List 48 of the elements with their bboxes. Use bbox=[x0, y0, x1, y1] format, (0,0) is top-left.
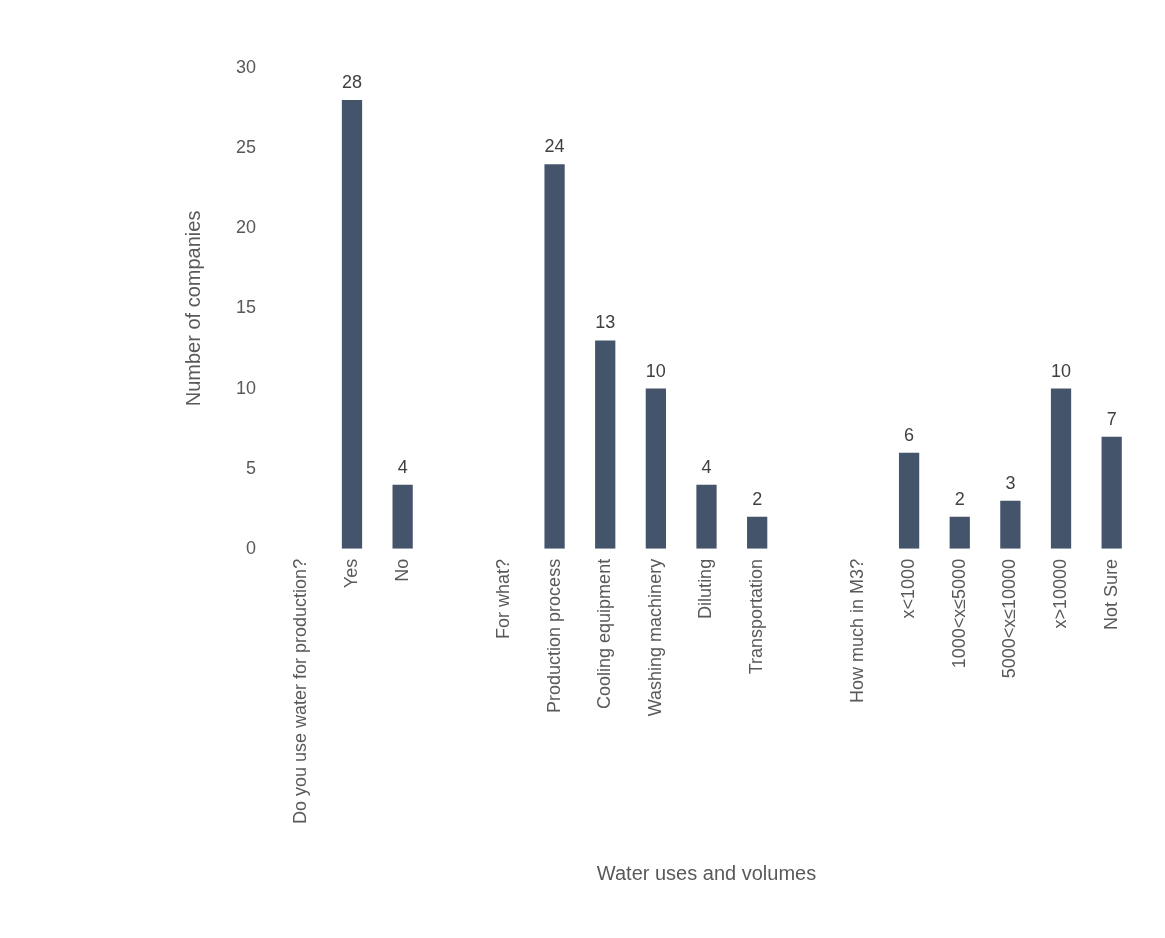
x-tick-label: Yes bbox=[340, 558, 361, 589]
y-tick-label: 10 bbox=[235, 377, 257, 398]
bar bbox=[1050, 388, 1072, 549]
x-tick-label: Washing machinery bbox=[644, 558, 665, 717]
x-tick-label: How much in M3? bbox=[847, 558, 868, 703]
data-label: 3 bbox=[1005, 472, 1016, 493]
data-label: 13 bbox=[595, 312, 616, 333]
data-label: 10 bbox=[645, 360, 666, 381]
x-tick-label: Cooling equipment bbox=[594, 558, 615, 709]
data-label: 28 bbox=[341, 72, 363, 93]
x-tick-label: x<1000 bbox=[898, 558, 919, 619]
x-tick-label: Do you use water for production? bbox=[290, 558, 311, 825]
bar bbox=[1000, 500, 1021, 549]
bar bbox=[696, 484, 717, 549]
data-label: 6 bbox=[904, 424, 915, 445]
bar bbox=[898, 452, 920, 549]
x-axis-title: Water uses and volumes bbox=[596, 861, 817, 884]
y-tick-label: 5 bbox=[246, 457, 257, 478]
data-label: 10 bbox=[1051, 360, 1072, 381]
y-tick-label: 30 bbox=[235, 56, 257, 77]
bar bbox=[392, 484, 413, 549]
data-label: 4 bbox=[397, 456, 408, 477]
y-tick-label: 20 bbox=[235, 217, 257, 238]
x-tick-label: Diluting bbox=[695, 558, 716, 619]
bar bbox=[1101, 436, 1122, 549]
x-tick-label: x>10000 bbox=[1050, 558, 1070, 629]
y-axis-title: Number of companies bbox=[181, 210, 204, 407]
x-tick-label: Not Sure bbox=[1100, 558, 1121, 630]
data-label: 4 bbox=[701, 456, 712, 477]
y-tick-label: 0 bbox=[246, 537, 257, 558]
x-tick-label: No bbox=[391, 558, 412, 582]
bar bbox=[747, 516, 768, 549]
bar bbox=[645, 388, 666, 549]
y-tick-label: 25 bbox=[235, 137, 257, 158]
x-tick-label: 5000<x≤10000 bbox=[999, 558, 1020, 679]
data-label: 2 bbox=[752, 488, 763, 509]
x-tick-label: Transportation bbox=[746, 558, 767, 675]
x-tick-label: 1000<x≤5000 bbox=[948, 558, 969, 669]
data-label: 2 bbox=[954, 488, 965, 509]
x-tick-label: For what? bbox=[492, 558, 513, 639]
x-tick-label: Production process bbox=[543, 558, 564, 713]
bar bbox=[949, 516, 970, 549]
bar bbox=[595, 340, 616, 549]
bar bbox=[544, 164, 565, 549]
y-tick-label: 15 bbox=[235, 297, 257, 318]
bar bbox=[341, 100, 363, 549]
data-label: 24 bbox=[544, 136, 565, 157]
data-label: 7 bbox=[1106, 408, 1117, 429]
